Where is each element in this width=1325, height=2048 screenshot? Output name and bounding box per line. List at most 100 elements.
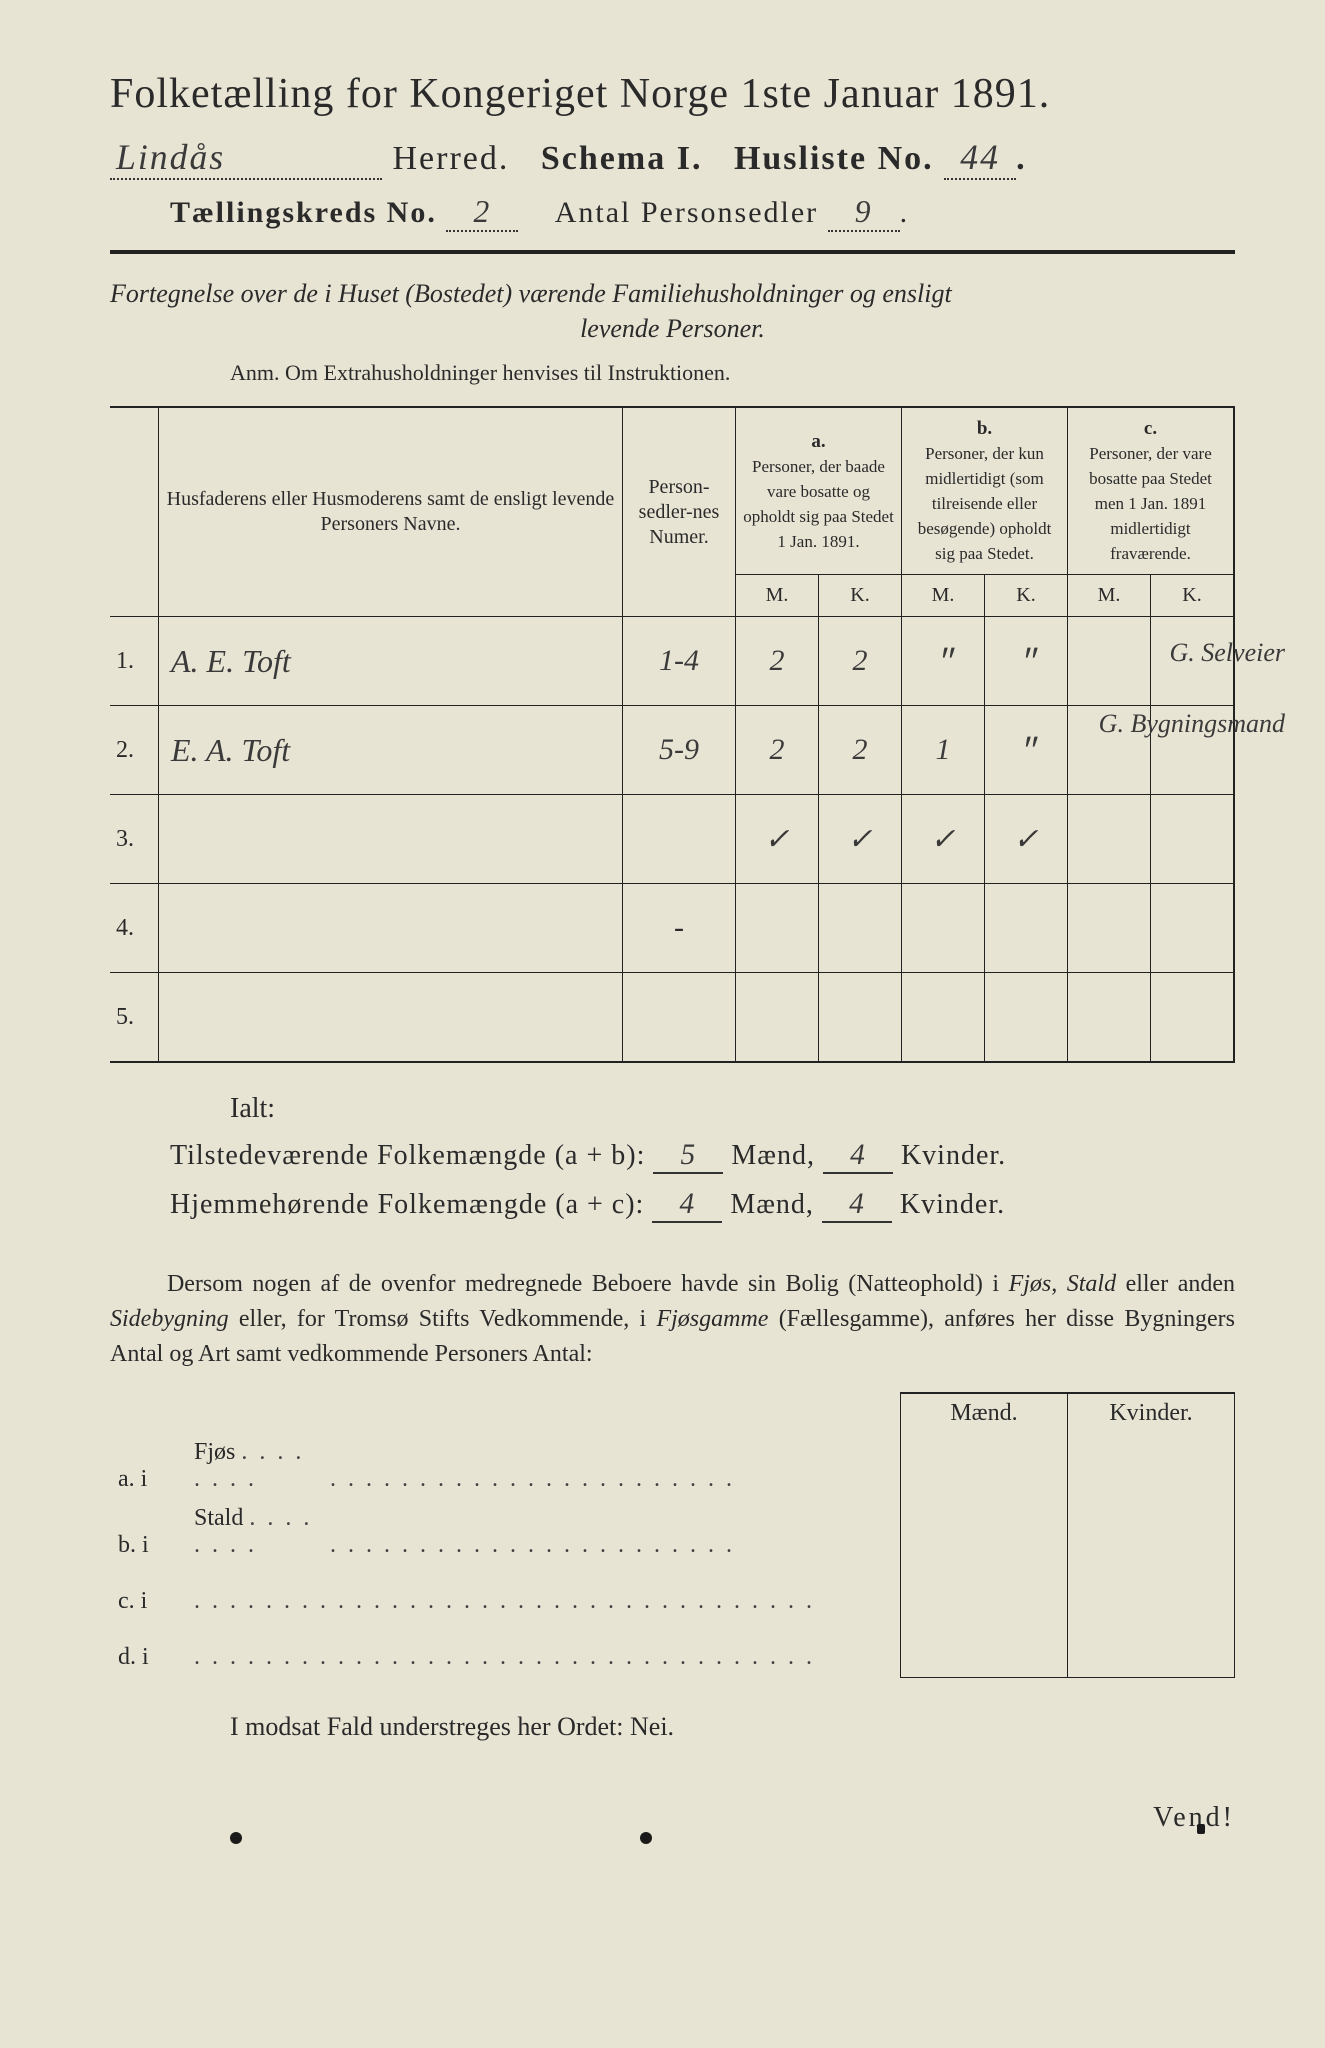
- col-b-header: b. Personer, der kun midlertidigt (som t…: [902, 407, 1068, 574]
- row-nums: 1-4: [623, 617, 736, 706]
- resident-k: 4: [822, 1188, 892, 1223]
- bolig-row-type: Stald . . . . . . . .: [186, 1499, 322, 1565]
- row-bk: [985, 973, 1068, 1063]
- totals-resident: Hjemmehørende Folkemængde (a + c): 4 Mæn…: [170, 1188, 1235, 1223]
- row-bm: ＂: [902, 617, 985, 706]
- row-name: E. A. Toft: [159, 706, 623, 795]
- totals-present: Tilstedeværende Folkemængde (a + b): 5 M…: [170, 1139, 1235, 1174]
- bolig-k: [1068, 1565, 1235, 1621]
- row-num: 2.: [110, 706, 159, 795]
- row-am: [736, 973, 819, 1063]
- bolig-paragraph: Dersom nogen af de ovenfor medregnede Be…: [110, 1267, 1235, 1371]
- subtitle-line2: levende Personer.: [580, 314, 765, 343]
- col-names-header: Husfaderens eller Husmoderens samt de en…: [159, 407, 623, 617]
- row-ck: [1151, 795, 1235, 884]
- row-nums: 5-9: [623, 706, 736, 795]
- col-c-header: c. Personer, der vare bosatte paa Stedet…: [1068, 407, 1235, 574]
- husliste-label: Husliste No.: [734, 140, 934, 177]
- row-1-margin-note: G. Selveier: [1169, 638, 1285, 668]
- subtitle: Fortegnelse over de i Huset (Bostedet) v…: [110, 276, 1235, 346]
- table-row: 4. -: [110, 884, 1234, 973]
- row-bm: 1: [902, 706, 985, 795]
- bolig-row: d. i . . . . . . . . . . . . . . . . . .…: [110, 1621, 1235, 1678]
- row-ak: [819, 884, 902, 973]
- row-name: [159, 973, 623, 1063]
- kreds-line: Tællingskreds No. 2 Antal Personsedler 9…: [110, 194, 1235, 232]
- row-cm: [1068, 973, 1151, 1063]
- bolig-m: [901, 1621, 1068, 1678]
- row-2-margin-note: G. Bygningsmand: [1099, 712, 1285, 735]
- bolig-k: [1068, 1621, 1235, 1678]
- row-ak: 2: [819, 617, 902, 706]
- bolig-row-label: b. i: [110, 1499, 186, 1565]
- kreds-no: 2: [446, 194, 518, 232]
- table-row: 3. ✓ ✓ ✓ ✓: [110, 795, 1234, 884]
- row-cm: [1068, 795, 1151, 884]
- ialt-label: Ialt:: [230, 1093, 1235, 1125]
- row-name: A. E. Toft: [159, 617, 623, 706]
- herred-line: Lindås Herred. Schema I. Husliste No. 44…: [110, 136, 1235, 180]
- punch-hole-icon: [1197, 1824, 1205, 1834]
- bolig-row: a. i Fjøs . . . . . . . . . . . . . . . …: [110, 1433, 1235, 1499]
- row-name: [159, 884, 623, 973]
- row-ck: [1151, 973, 1235, 1063]
- col-b-k: K.: [985, 575, 1068, 617]
- bolig-m: [901, 1499, 1068, 1565]
- row-cm: [1068, 884, 1151, 973]
- present-k: 4: [823, 1139, 893, 1174]
- bolig-row: c. i . . . . . . . . . . . . . . . . . .…: [110, 1565, 1235, 1621]
- bolig-maend-header: Mænd.: [901, 1393, 1068, 1433]
- vend-label: Vend!: [110, 1802, 1235, 1834]
- row-bk: ＂: [985, 617, 1068, 706]
- bolig-table: Mænd. Kvinder. a. i Fjøs . . . . . . . .…: [110, 1392, 1235, 1678]
- bolig-row-label: d. i: [110, 1621, 186, 1678]
- row-bm: ✓: [902, 795, 985, 884]
- row-bm: [902, 973, 985, 1063]
- row-am: 2: [736, 617, 819, 706]
- bolig-m: [901, 1433, 1068, 1499]
- col-c-k: K.: [1151, 575, 1235, 617]
- table-row: 1. A. E. Toft 1-4 2 2 ＂ ＂: [110, 617, 1234, 706]
- page-title: Folketælling for Kongeriget Norge 1ste J…: [110, 70, 1235, 118]
- row-cm: [1068, 617, 1151, 706]
- row-nums: -: [623, 884, 736, 973]
- row-bm: [902, 884, 985, 973]
- punch-hole-icon: [640, 1832, 652, 1844]
- table-row: 2. E. A. Toft 5-9 2 2 1 ＂: [110, 706, 1234, 795]
- bolig-row-label: a. i: [110, 1433, 186, 1499]
- bolig-k: [1068, 1499, 1235, 1565]
- punch-hole-icon: [230, 1832, 242, 1844]
- col-nums-header: Person-sedler-nes Numer.: [623, 407, 736, 617]
- bolig-row: b. i Stald . . . . . . . . . . . . . . .…: [110, 1499, 1235, 1565]
- antal-label: Antal Personsedler: [555, 196, 818, 229]
- row-bk: ✓: [985, 795, 1068, 884]
- row-num: 3.: [110, 795, 159, 884]
- row-am: 2: [736, 706, 819, 795]
- row-ck: [1151, 884, 1235, 973]
- bolig-row-type: Fjøs . . . . . . . .: [186, 1433, 322, 1499]
- row-ak: ✓: [819, 795, 902, 884]
- col-b-m: M.: [902, 575, 985, 617]
- row-ak: [819, 973, 902, 1063]
- nei-line: I modsat Fald understreges her Ordet: Ne…: [230, 1712, 1235, 1742]
- bolig-m: [901, 1565, 1068, 1621]
- husliste-no: 44: [944, 136, 1016, 180]
- col-a-header: a. Personer, der baade vare bosatte og o…: [736, 407, 902, 574]
- census-table: Husfaderens eller Husmoderens samt de en…: [110, 406, 1235, 1063]
- row-num: 1.: [110, 617, 159, 706]
- antal-no: 9: [828, 194, 900, 232]
- row-bk: [985, 884, 1068, 973]
- row-name: [159, 795, 623, 884]
- schema-label: Schema I.: [541, 140, 703, 177]
- table-row: 5.: [110, 973, 1234, 1063]
- subtitle-line1: Fortegnelse over de i Huset (Bostedet) v…: [110, 279, 952, 308]
- anm-note: Anm. Om Extrahusholdninger henvises til …: [230, 360, 1235, 386]
- herred-name: Lindås: [110, 136, 382, 180]
- kreds-label: Tællingskreds No.: [170, 196, 437, 229]
- row-num: 5.: [110, 973, 159, 1063]
- row-am: ✓: [736, 795, 819, 884]
- present-m: 5: [653, 1139, 723, 1174]
- row-bk: ＂: [985, 706, 1068, 795]
- row-num: 4.: [110, 884, 159, 973]
- row-nums: [623, 795, 736, 884]
